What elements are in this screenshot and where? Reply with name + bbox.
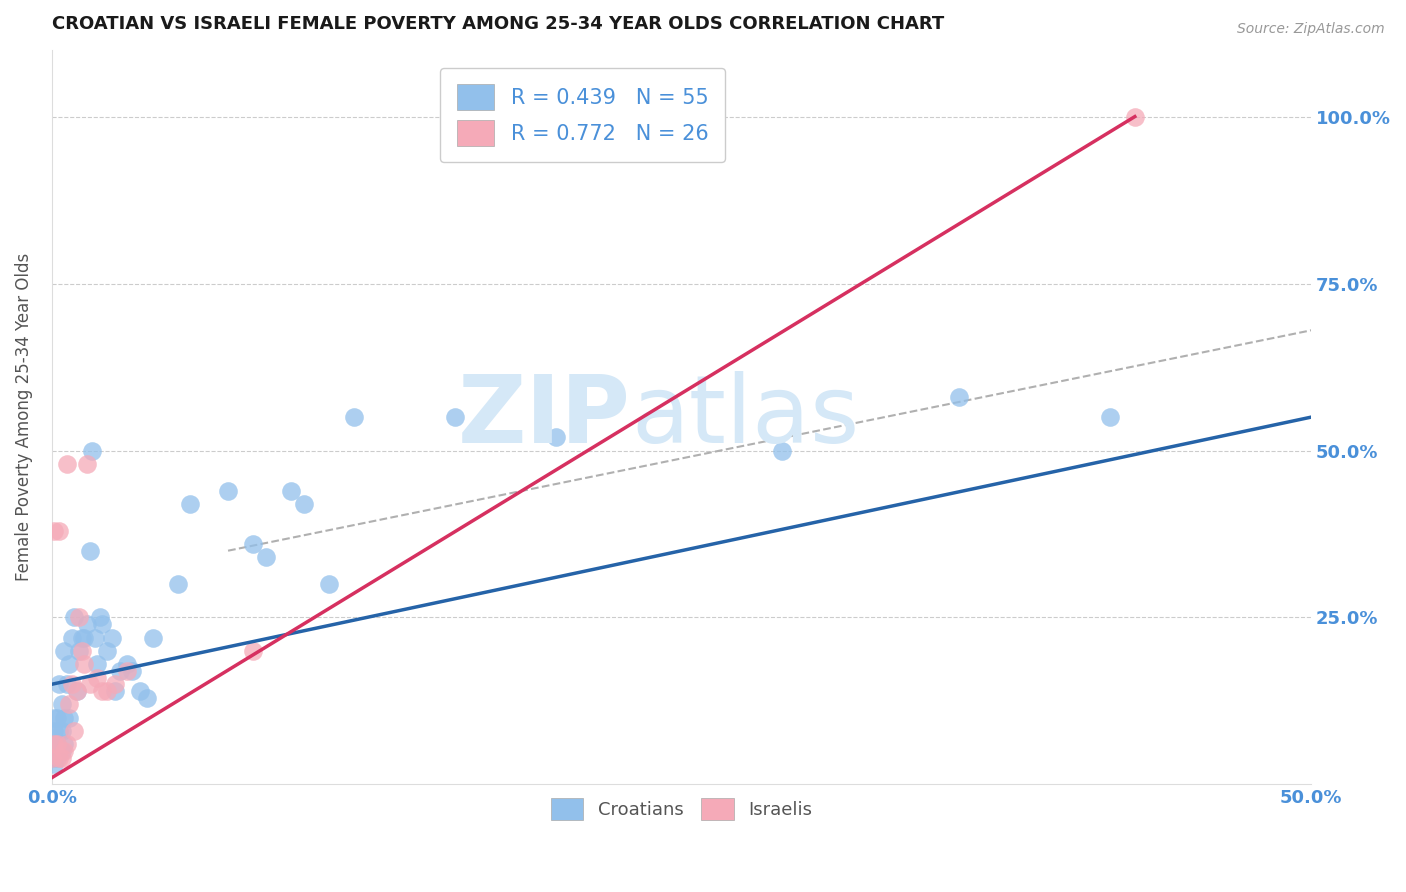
Point: [53, 711, 76, 725]
Point: [141, 631, 163, 645]
Point: [108, 664, 131, 678]
Text: atlas: atlas: [631, 371, 859, 463]
Point: [44, 737, 66, 751]
Point: [770, 443, 793, 458]
Point: [242, 644, 264, 658]
Point: [45, 711, 67, 725]
Point: [104, 684, 127, 698]
Point: [51, 744, 73, 758]
Point: [41, 750, 63, 764]
Point: [63, 610, 86, 624]
Point: [91, 684, 114, 698]
Point: [69, 610, 91, 624]
Point: [80, 443, 103, 458]
Point: [217, 483, 239, 498]
Point: [63, 724, 86, 739]
Point: [79, 543, 101, 558]
Point: [51, 698, 73, 712]
Point: [76, 457, 98, 471]
Y-axis label: Female Poverty Among 25-34 Year Olds: Female Poverty Among 25-34 Year Olds: [15, 253, 32, 582]
Point: [96, 684, 118, 698]
Text: ZIP: ZIP: [458, 371, 631, 463]
Point: [48, 524, 70, 538]
Point: [166, 577, 188, 591]
Point: [56, 457, 79, 471]
Point: [73, 631, 96, 645]
Point: [1098, 410, 1121, 425]
Point: [45, 750, 67, 764]
Point: [96, 644, 118, 658]
Point: [51, 750, 73, 764]
Point: [318, 577, 340, 591]
Point: [179, 497, 201, 511]
Point: [44, 524, 66, 538]
Point: [104, 677, 127, 691]
Legend: Croatians, Israelis: Croatians, Israelis: [543, 790, 820, 827]
Point: [58, 698, 80, 712]
Point: [45, 737, 67, 751]
Point: [51, 724, 73, 739]
Point: [136, 690, 159, 705]
Point: [69, 644, 91, 658]
Point: [56, 737, 79, 751]
Point: [117, 664, 139, 678]
Point: [44, 724, 66, 739]
Point: [48, 724, 70, 739]
Point: [1123, 110, 1146, 124]
Point: [91, 617, 114, 632]
Point: [121, 664, 143, 678]
Point: [41, 750, 63, 764]
Point: [58, 657, 80, 672]
Point: [79, 677, 101, 691]
Point: [343, 410, 366, 425]
Point: [58, 711, 80, 725]
Point: [70, 644, 93, 658]
Point: [44, 757, 66, 772]
Point: [44, 711, 66, 725]
Point: [73, 657, 96, 672]
Point: [443, 410, 465, 425]
Point: [280, 483, 302, 498]
Text: Source: ZipAtlas.com: Source: ZipAtlas.com: [1237, 22, 1385, 37]
Point: [66, 684, 89, 698]
Point: [60, 631, 83, 645]
Point: [45, 737, 67, 751]
Point: [53, 744, 76, 758]
Point: [66, 684, 89, 698]
Point: [544, 430, 567, 444]
Point: [254, 550, 277, 565]
Point: [292, 497, 315, 511]
Point: [70, 631, 93, 645]
Point: [48, 677, 70, 691]
Point: [76, 617, 98, 632]
Point: [60, 677, 83, 691]
Point: [948, 390, 970, 404]
Point: [101, 631, 124, 645]
Point: [86, 657, 108, 672]
Point: [44, 737, 66, 751]
Point: [242, 537, 264, 551]
Point: [83, 631, 105, 645]
Point: [117, 657, 139, 672]
Point: [86, 671, 108, 685]
Point: [53, 644, 76, 658]
Point: [48, 750, 70, 764]
Text: CROATIAN VS ISRAELI FEMALE POVERTY AMONG 25-34 YEAR OLDS CORRELATION CHART: CROATIAN VS ISRAELI FEMALE POVERTY AMONG…: [52, 15, 943, 33]
Point: [89, 610, 111, 624]
Point: [56, 677, 79, 691]
Point: [53, 737, 76, 751]
Point: [129, 684, 152, 698]
